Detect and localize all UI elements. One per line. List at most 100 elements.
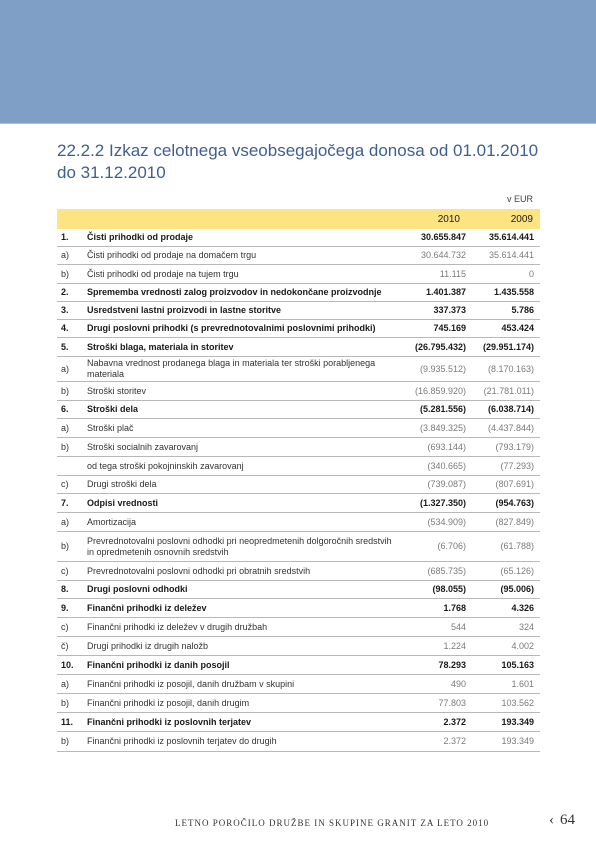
row-index: c) [57, 561, 83, 581]
value-2010: 30.644.732 [398, 246, 470, 265]
page-title: 22.2.2 Izkaz celotnega vseobsegajočega d… [57, 141, 539, 182]
row-index: c) [57, 475, 83, 494]
table-row: 9. Finančni prihodki iz deležev 1.768 4.326 [57, 598, 540, 618]
value-2010: 2.372 [398, 712, 470, 732]
value-2009: 1.601 [470, 674, 540, 694]
table-row: od tega stroški pokojninskih zavarovanj(… [57, 456, 540, 476]
row-label: Drugi poslovni odhodki [83, 580, 398, 599]
row-label: Čisti prihodki od prodaje na tujem trgu [83, 264, 398, 284]
row-label: Usredstveni lastni proizvodi in lastne s… [83, 301, 398, 320]
value-2009: 324 [470, 617, 540, 637]
value-2010: (6.706) [398, 531, 470, 562]
row-index: 6. [57, 400, 83, 419]
row-index: 5. [57, 337, 83, 357]
value-2010: 745.169 [398, 319, 470, 338]
table-row: a) Stroški plač (3.849.325) (4.437.844) [57, 418, 540, 438]
value-2010: (5.281.556) [398, 400, 470, 419]
row-label: Stroški storitev [83, 381, 398, 401]
row-label: Amortizacija [83, 512, 398, 532]
income-statement-body: 1. Čisti prihodki od prodaje 30.655.847 35.… [57, 229, 540, 752]
row-index: 1. [57, 229, 83, 247]
row-index: a) [57, 418, 83, 438]
value-2009: (61.788) [470, 531, 540, 562]
table-row: b) Finančni prihodki iz posojil, danih dr… [57, 693, 540, 713]
value-2010: 490 [398, 674, 470, 694]
table-row: 5. Stroški blaga, materiala in storitev (2… [57, 337, 540, 357]
table-row: c) Finančni prihodki iz deležev v drugih … [57, 617, 540, 637]
row-label: Nabavna vrednost prodanega blaga in mate… [83, 356, 398, 382]
row-label: Finančni prihodki iz deležev v drugih dr… [83, 617, 398, 637]
row-label: Odpisi vrednosti [83, 493, 398, 513]
value-2010: 544 [398, 617, 470, 637]
value-2009: 193.349 [470, 712, 540, 732]
value-2010: 1.768 [398, 598, 470, 618]
row-label: Sprememba vrednosti zalog proizvodov in … [83, 283, 398, 302]
header-band [0, 0, 596, 123]
row-index: b) [57, 531, 83, 562]
value-2010: 30.655.847 [398, 229, 470, 247]
row-index: b) [57, 693, 83, 713]
row-label: od tega stroški pokojninskih zavarovanj [83, 456, 398, 476]
value-2010: (26.795.432) [398, 337, 470, 357]
row-label: Drugi stroški dela [83, 475, 398, 494]
row-label: Stroški socialnih zavarovanj [83, 437, 398, 457]
row-label: Prevrednotovalni poslovni odhodki pri ob… [83, 561, 398, 581]
value-2010: (693.144) [398, 437, 470, 457]
value-2009: 453.424 [470, 319, 540, 338]
row-index: 3. [57, 301, 83, 320]
value-2009: (65.126) [470, 561, 540, 581]
row-index: 4. [57, 319, 83, 338]
row-index: 7. [57, 493, 83, 513]
value-2010: 1.401.387 [398, 283, 470, 302]
value-2009: (8.170.163) [470, 356, 540, 382]
row-index: a) [57, 246, 83, 265]
value-2009: 5.786 [470, 301, 540, 320]
table-row: 11. Finančni prihodki iz poslovnih terjat… [57, 712, 540, 732]
value-2010: 77.803 [398, 693, 470, 713]
table-row: 8. Drugi poslovni odhodki (98.055) (95.006) [57, 580, 540, 599]
row-label: Drugi prihodki iz drugih naložb [83, 636, 398, 656]
header-divider [0, 123, 596, 124]
value-2009: (6.038.714) [470, 400, 540, 419]
row-index: b) [57, 731, 83, 752]
value-2009: 4.326 [470, 598, 540, 618]
row-index: a) [57, 512, 83, 532]
table-row: 2. Sprememba vrednosti zalog proizvodov i… [57, 283, 540, 302]
value-2009: (21.781.011) [470, 381, 540, 401]
row-label: Finančni prihodki iz posojil, danih druž… [83, 674, 398, 694]
row-index: č) [57, 636, 83, 656]
value-2010: 2.372 [398, 731, 470, 752]
table-row: 7. Odpisi vrednosti (1.327.350) (954.763) [57, 493, 540, 513]
value-2009: 0 [470, 264, 540, 284]
row-index: 9. [57, 598, 83, 618]
row-index: 10. [57, 655, 83, 675]
table-row: 6. Stroški dela (5.281.556) (6.038.714) [57, 400, 540, 419]
value-2009: (807.691) [470, 475, 540, 494]
currency-unit: v EUR [506, 194, 533, 204]
value-2010: 1.224 [398, 636, 470, 656]
row-label: Prevrednotovalni poslovni odhodki pri ne… [83, 531, 398, 562]
table-row: b) Čisti prihodki od prodaje na tujem trg… [57, 264, 540, 284]
value-2009: (77.293) [470, 456, 540, 476]
value-2010: (685.735) [398, 561, 470, 581]
value-2009: (4.437.844) [470, 418, 540, 438]
value-2009: (954.763) [470, 493, 540, 513]
value-2010: (534.909) [398, 512, 470, 532]
row-index: b) [57, 264, 83, 284]
value-2010: (1.327.350) [398, 493, 470, 513]
value-2009: 4.002 [470, 636, 540, 656]
value-2010: (340.665) [398, 456, 470, 476]
row-label: Finančni prihodki iz posojil, danih drug… [83, 693, 398, 713]
row-label: Čisti prihodki od prodaje na domačem trg… [83, 246, 398, 265]
value-2010: (739.087) [398, 475, 470, 494]
table-row: c) Drugi stroški dela (739.087) (807.691) [57, 475, 540, 494]
row-index: b) [57, 437, 83, 457]
row-index: c) [57, 617, 83, 637]
row-index: a) [57, 674, 83, 694]
value-2009: (29.951.174) [470, 337, 540, 357]
table-row: a) Nabavna vrednost prodanega blaga in ma… [57, 356, 540, 382]
row-index: 2. [57, 283, 83, 302]
row-label: Finančni prihodki iz poslovnih terjatev … [83, 731, 398, 752]
table-row: b) Finančni prihodki iz poslovnih terjate… [57, 731, 540, 752]
year-2009-header: 2009 [510, 214, 533, 225]
